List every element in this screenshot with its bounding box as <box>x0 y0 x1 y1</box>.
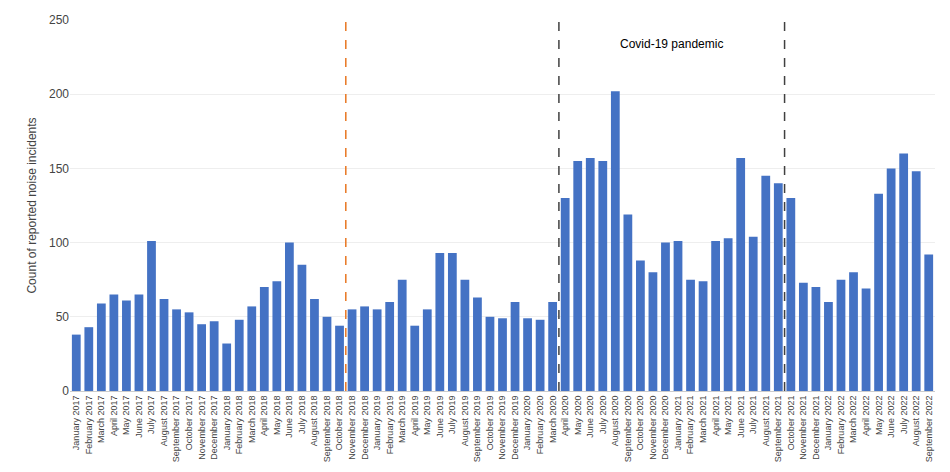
svg-text:August 2018: August 2018 <box>309 396 319 447</box>
svg-text:November 2019: November 2019 <box>497 396 507 460</box>
svg-text:August 2019: August 2019 <box>460 396 470 447</box>
svg-text:August 2020: August 2020 <box>610 396 620 447</box>
svg-text:January 2021: January 2021 <box>673 396 683 451</box>
svg-text:50: 50 <box>56 310 70 324</box>
svg-text:November 2018: November 2018 <box>347 396 357 460</box>
svg-text:February 2022: February 2022 <box>836 396 846 455</box>
svg-text:December 2018: December 2018 <box>360 396 370 460</box>
svg-text:200: 200 <box>49 87 69 101</box>
svg-text:November 2017: November 2017 <box>197 396 207 460</box>
svg-text:June 2021: June 2021 <box>736 396 746 438</box>
svg-text:June 2018: June 2018 <box>284 396 294 438</box>
svg-text:January 2017: January 2017 <box>71 396 81 451</box>
svg-text:May 2020: May 2020 <box>573 396 583 436</box>
svg-text:September 2022: September 2022 <box>924 396 934 463</box>
svg-text:April 2021: April 2021 <box>711 396 721 437</box>
svg-text:Count of reported noise incide: Count of reported noise incidents <box>25 117 39 293</box>
svg-text:May 2019: May 2019 <box>422 396 432 436</box>
svg-text:March 2021: March 2021 <box>698 396 708 444</box>
svg-text:July 2022: July 2022 <box>899 396 909 435</box>
svg-text:June 2019: June 2019 <box>435 396 445 438</box>
svg-text:September 2017: September 2017 <box>171 396 181 463</box>
svg-text:January 2020: January 2020 <box>522 396 532 451</box>
svg-text:August 2017: August 2017 <box>159 396 169 447</box>
svg-text:March 2018: March 2018 <box>247 396 257 444</box>
svg-text:June 2017: June 2017 <box>134 396 144 438</box>
svg-text:July 2017: July 2017 <box>146 396 156 435</box>
svg-text:December 2017: December 2017 <box>209 396 219 460</box>
svg-text:March 2020: March 2020 <box>548 396 558 444</box>
svg-text:December 2021: December 2021 <box>811 396 821 460</box>
svg-text:100: 100 <box>49 236 69 250</box>
svg-text:April 2019: April 2019 <box>410 396 420 437</box>
svg-text:February 2019: February 2019 <box>385 396 395 455</box>
svg-text:October 2019: October 2019 <box>485 396 495 451</box>
svg-text:November 2020: November 2020 <box>648 396 658 460</box>
svg-text:September 2021: September 2021 <box>773 396 783 463</box>
svg-text:June 2020: June 2020 <box>585 396 595 438</box>
svg-text:March 2022: March 2022 <box>848 396 858 444</box>
svg-text:August 2022: August 2022 <box>911 396 921 447</box>
svg-text:January 2018: January 2018 <box>222 396 232 451</box>
svg-text:February 2018: February 2018 <box>234 396 244 455</box>
svg-text:March 2017: March 2017 <box>96 396 106 444</box>
svg-text:January 2022: January 2022 <box>823 396 833 451</box>
svg-text:February 2021: February 2021 <box>685 396 695 455</box>
svg-text:Covid-19 pandemic: Covid-19 pandemic <box>620 37 723 51</box>
svg-text:October 2017: October 2017 <box>184 396 194 451</box>
svg-text:July 2019: July 2019 <box>447 396 457 435</box>
svg-text:July 2020: July 2020 <box>598 396 608 435</box>
svg-text:October 2020: October 2020 <box>635 396 645 451</box>
svg-text:December 2020: December 2020 <box>660 396 670 460</box>
svg-text:May 2018: May 2018 <box>272 396 282 436</box>
svg-text:December 2019: December 2019 <box>510 396 520 460</box>
svg-text:March 2019: March 2019 <box>397 396 407 444</box>
svg-text:July 2018: July 2018 <box>297 396 307 435</box>
svg-text:April 2022: April 2022 <box>861 396 871 437</box>
svg-text:October 2021: October 2021 <box>786 396 796 451</box>
svg-text:May 2021: May 2021 <box>723 396 733 436</box>
svg-text:September 2019: September 2019 <box>472 396 482 463</box>
svg-text:June 2022: June 2022 <box>886 396 896 438</box>
svg-text:150: 150 <box>49 162 69 176</box>
svg-text:August 2021: August 2021 <box>761 396 771 447</box>
svg-text:0: 0 <box>62 384 69 398</box>
svg-text:April 2020: April 2020 <box>560 396 570 437</box>
svg-text:July 2021: July 2021 <box>748 396 758 435</box>
svg-text:September 2018: September 2018 <box>322 396 332 463</box>
svg-text:January 2019: January 2019 <box>372 396 382 451</box>
svg-text:May 2017: May 2017 <box>121 396 131 436</box>
svg-text:250: 250 <box>49 13 69 27</box>
svg-text:February 2020: February 2020 <box>535 396 545 455</box>
svg-text:September 2020: September 2020 <box>623 396 633 463</box>
svg-text:November 2021: November 2021 <box>798 396 808 460</box>
svg-text:April 2017: April 2017 <box>109 396 119 437</box>
svg-text:May 2022: May 2022 <box>874 396 884 436</box>
svg-text:October 2018: October 2018 <box>334 396 344 451</box>
svg-text:April 2018: April 2018 <box>259 396 269 437</box>
svg-text:February 2017: February 2017 <box>84 396 94 455</box>
